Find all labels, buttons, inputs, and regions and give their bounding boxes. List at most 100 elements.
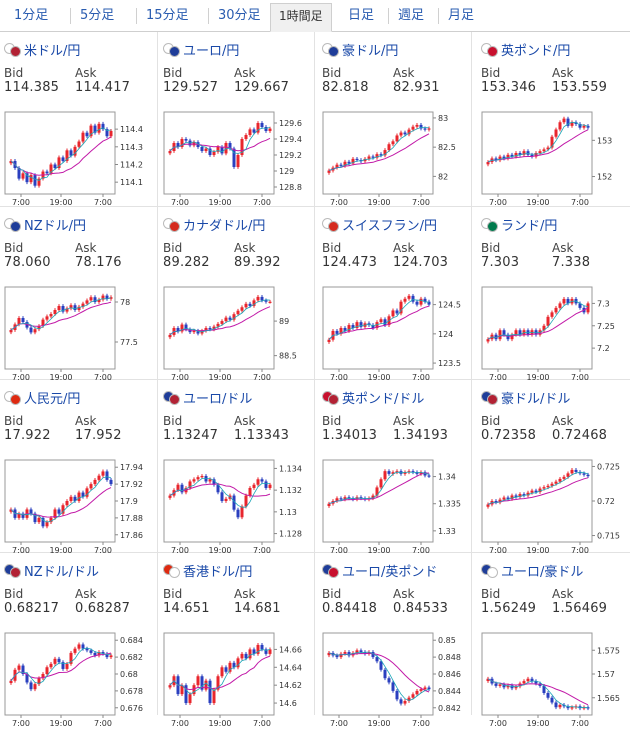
candle-body bbox=[582, 473, 586, 475]
candle-body bbox=[77, 306, 81, 310]
candle-body bbox=[554, 129, 558, 137]
bid-value: 14.651 bbox=[163, 601, 210, 616]
candle-body bbox=[419, 298, 423, 305]
ask-value: 7.338 bbox=[552, 255, 591, 270]
candle-body bbox=[327, 170, 331, 173]
price-chart[interactable]: 124.5 124 123.5 7:00 19:00 7:00 bbox=[321, 285, 471, 381]
candle-body bbox=[486, 162, 490, 165]
candle-body bbox=[335, 330, 339, 334]
price-chart[interactable]: 1.34 1.335 1.33 7:00 19:00 7:00 bbox=[321, 458, 471, 554]
price-chart[interactable]: 17.94 17.92 17.9 17.88 17.86 7:00 19:00 7:00 bbox=[3, 458, 153, 554]
moving-average-long bbox=[487, 477, 589, 505]
price-chart[interactable]: 83 82.5 82 7:00 19:00 7:00 bbox=[321, 110, 471, 206]
pair-name: ユーロ/豪ドル bbox=[501, 565, 584, 580]
candle-body bbox=[550, 136, 554, 148]
x-tick-label: 7:00 bbox=[571, 546, 589, 554]
pair-link[interactable]: ユーロ/豪ドル bbox=[481, 561, 584, 580]
pair-link[interactable]: ユーロ/英ポンド bbox=[322, 561, 437, 580]
tab-3[interactable]: 15分足 bbox=[146, 8, 189, 23]
y-tick-label: 17.9 bbox=[120, 497, 138, 506]
bid-label: Bid bbox=[322, 587, 342, 601]
candle-body bbox=[244, 135, 248, 139]
candle-body bbox=[236, 509, 240, 518]
pair-name: 英ポンド/円 bbox=[501, 44, 571, 59]
pair-link[interactable]: 英ポンド/ドル bbox=[322, 388, 424, 407]
candle-body bbox=[105, 471, 109, 480]
price-chart[interactable]: 14.66 14.64 14.62 14.6 7:00 19:00 7:00 bbox=[162, 631, 312, 727]
price-chart[interactable]: 1.134 1.132 1.13 1.128 7:00 19:00 7:00 bbox=[162, 458, 312, 554]
pair-link[interactable]: NZドル/ドル bbox=[4, 561, 100, 580]
y-tick-label: 129 bbox=[279, 167, 294, 176]
pair-link[interactable]: ユーロ/円 bbox=[163, 40, 239, 59]
candle-body bbox=[29, 682, 33, 690]
price-chart[interactable]: 0.85 0.848 0.846 0.844 0.842 7:00 19:00 7:00 bbox=[321, 631, 471, 727]
price-chart[interactable]: 153 152 7:00 19:00 7:00 bbox=[480, 110, 630, 206]
tab-6[interactable]: 日足 bbox=[348, 8, 375, 23]
candle-body bbox=[399, 699, 403, 704]
tab-5[interactable]: 1時間足 bbox=[270, 3, 332, 32]
candle-body bbox=[9, 160, 13, 164]
pair-link[interactable]: ユーロ/ドル bbox=[163, 388, 252, 407]
pair-link[interactable]: NZドル/円 bbox=[4, 215, 86, 234]
candle-body bbox=[49, 164, 53, 174]
price-chart[interactable]: 129.6 129.4 129.2 129 128.8 7:00 19:00 7:00 bbox=[162, 110, 312, 206]
candle-body bbox=[399, 132, 403, 136]
flag-icon bbox=[4, 391, 24, 405]
candle-body bbox=[327, 503, 331, 506]
pair-link[interactable]: 豪ドル/円 bbox=[322, 40, 398, 59]
pair-link[interactable]: カナダドル/円 bbox=[163, 215, 265, 234]
candle-body bbox=[53, 164, 57, 169]
pair-link[interactable]: ランド/円 bbox=[481, 215, 557, 234]
candle-body bbox=[220, 321, 224, 324]
candle-body bbox=[216, 484, 220, 493]
ask-value: 129.667 bbox=[234, 80, 290, 95]
candle-body bbox=[168, 495, 172, 498]
pair-link[interactable]: スイスフラン/円 bbox=[322, 215, 437, 234]
candle-body bbox=[97, 475, 101, 480]
candle-body bbox=[514, 330, 518, 335]
candle-body bbox=[510, 334, 514, 340]
price-chart[interactable]: 78 77.5 7:00 19:00 7:00 bbox=[3, 285, 153, 381]
price-chart[interactable]: 114.4 114.3 114.2 114.1 7:00 19:00 7:00 bbox=[3, 110, 153, 206]
tab-1[interactable]: 1分足 bbox=[14, 8, 49, 23]
candle-body bbox=[93, 297, 97, 302]
y-tick-label: 17.94 bbox=[120, 463, 143, 472]
candle-body bbox=[534, 153, 538, 157]
pair-link[interactable]: 豪ドル/ドル bbox=[481, 388, 570, 407]
candle-body bbox=[41, 517, 45, 527]
y-tick-label: 0.684 bbox=[120, 636, 143, 645]
price-chart[interactable]: 0.725 0.72 0.715 7:00 19:00 7:00 bbox=[480, 458, 630, 554]
y-tick-label: 0.682 bbox=[120, 653, 143, 662]
tab-8[interactable]: 月足 bbox=[448, 8, 475, 23]
chart-frame bbox=[322, 632, 434, 716]
candle-body bbox=[427, 128, 431, 130]
bid-label: Bid bbox=[4, 241, 24, 255]
y-tick-label: 0.68 bbox=[120, 670, 138, 679]
candle-body bbox=[268, 484, 272, 488]
candle-body bbox=[558, 303, 562, 308]
candle-body bbox=[61, 662, 65, 669]
tab-2[interactable]: 5分足 bbox=[80, 8, 115, 23]
candle-body bbox=[260, 479, 264, 482]
ask-label: Ask bbox=[75, 414, 97, 428]
pair-link[interactable]: 英ポンド/円 bbox=[481, 40, 571, 59]
tab-7[interactable]: 週足 bbox=[398, 8, 425, 23]
ask-value: 14.681 bbox=[234, 601, 281, 616]
candle-body bbox=[379, 479, 383, 488]
ask-value: 78.176 bbox=[75, 255, 122, 270]
candle-body bbox=[232, 148, 236, 167]
pair-link[interactable]: 人民元/円 bbox=[4, 388, 80, 407]
price-chart[interactable]: 1.575 1.57 1.565 7:00 19:00 7:00 bbox=[480, 631, 630, 727]
pair-name: NZドル/ドル bbox=[24, 565, 100, 580]
candle-body bbox=[546, 147, 550, 150]
tab-4[interactable]: 30分足 bbox=[218, 8, 261, 23]
price-chart[interactable]: 7.3 7.25 7.2 7:00 19:00 7:00 bbox=[480, 285, 630, 381]
pair-link[interactable]: 米ドル/円 bbox=[4, 40, 80, 59]
bid-label: Bid bbox=[481, 414, 501, 428]
price-chart[interactable]: 0.684 0.682 0.68 0.678 0.676 7:00 19:00 7:00 bbox=[3, 631, 153, 727]
candle-body bbox=[558, 704, 562, 708]
candle-body bbox=[566, 118, 570, 126]
pair-link[interactable]: 香港ドル/円 bbox=[163, 561, 252, 580]
candle-body bbox=[586, 707, 590, 709]
price-chart[interactable]: 89 88.5 7:00 19:00 7:00 bbox=[162, 285, 312, 381]
